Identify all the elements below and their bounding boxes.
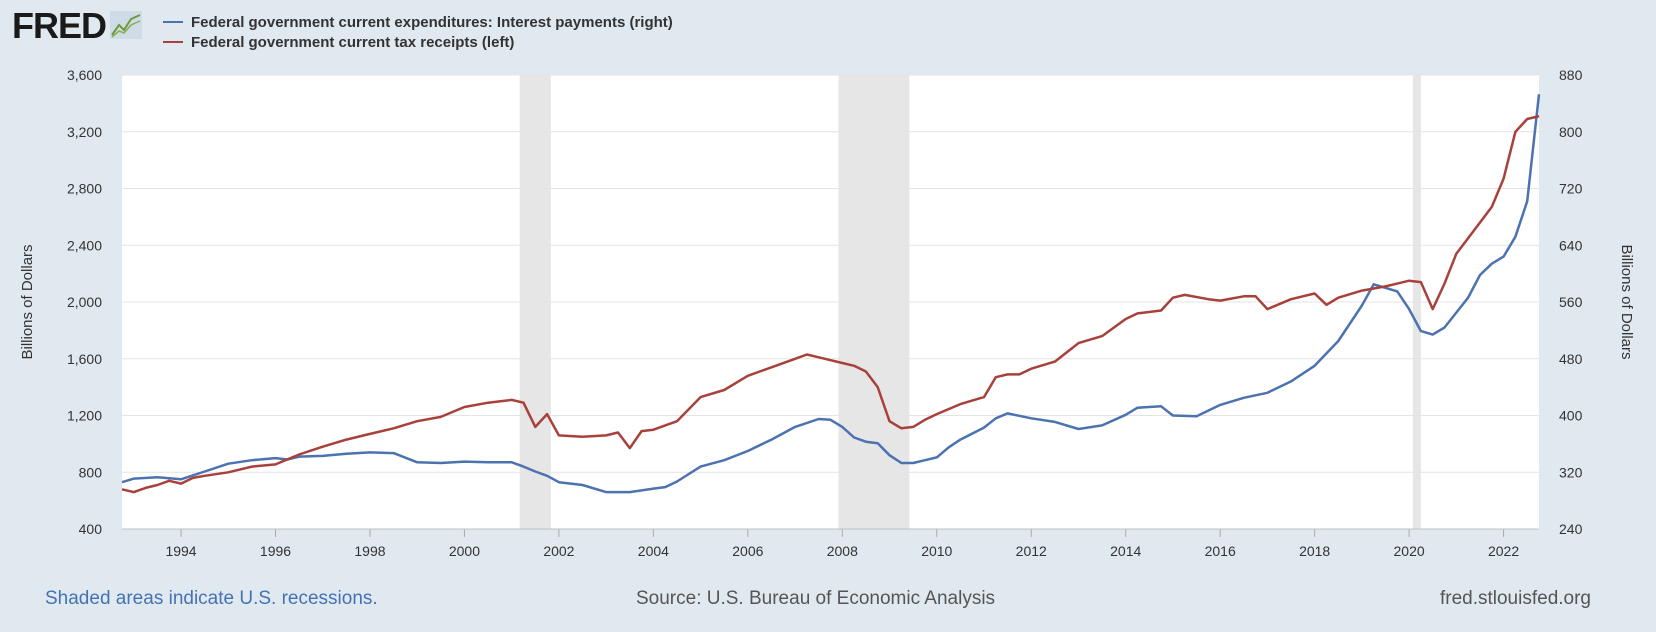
x-tick-label: 2018 [1299, 543, 1330, 559]
y-tick-label-left: 1,600 [67, 351, 102, 367]
y-tick-label-right: 880 [1559, 67, 1583, 83]
x-tick-label: 1996 [260, 543, 291, 559]
y-axis-label-right: Billions of Dollars [1618, 244, 1635, 359]
legend-swatch-blue [163, 21, 183, 23]
x-tick-label: 2006 [732, 543, 763, 559]
x-tick-label: 1994 [165, 543, 196, 559]
x-tick-label: 2016 [1205, 543, 1236, 559]
series-line-tax-receipts [121, 114, 1540, 494]
y-tick-label-left: 2,400 [67, 237, 102, 253]
fred-graph-icon [110, 11, 142, 39]
y-tick-label-left: 2,000 [67, 294, 102, 310]
x-tick-label: 2004 [638, 543, 669, 559]
y-tick-label-right: 320 [1559, 464, 1583, 480]
source-text: Source: U.S. Bureau of Economic Analysis [636, 588, 996, 609]
x-tick-label: 2010 [921, 543, 952, 559]
x-tick-label: 2022 [1488, 543, 1519, 559]
legend-label: Federal government current expenditures:… [191, 13, 673, 31]
site-link[interactable]: fred.stlouisfed.org [1439, 588, 1591, 609]
line-chart[interactable]: 400 800 1,200 1,600 2,000 2,400 2,800 3,200 3,60… [0, 0, 1656, 580]
y-tick-label-right: 640 [1559, 237, 1583, 253]
legend-label: Federal government current tax receipts … [191, 33, 515, 51]
y-tick-label-right: 560 [1559, 294, 1583, 310]
y-tick-label-right: 240 [1559, 521, 1583, 537]
y-tick-label-left: 400 [79, 521, 103, 537]
chart-legend: Federal government current expenditures:… [163, 12, 673, 52]
y-tick-label-left: 800 [79, 464, 103, 480]
recession-note-link[interactable]: Shaded areas indicate U.S. recessions. [45, 588, 378, 609]
x-tick-label: 2008 [827, 543, 858, 559]
y-tick-label-left: 3,600 [67, 67, 102, 83]
legend-item-interest-payments[interactable]: Federal government current expenditures:… [163, 12, 673, 32]
fred-logo[interactable]: FRED [12, 8, 142, 44]
legend-item-tax-receipts[interactable]: Federal government current tax receipts … [163, 32, 673, 52]
x-tick-label: 1998 [354, 543, 385, 559]
x-tick-label: 2002 [543, 543, 574, 559]
fred-logo-text: FRED [12, 5, 107, 46]
x-tick-label: 2000 [449, 543, 480, 559]
y-tick-label-right: 800 [1559, 124, 1583, 140]
y-tick-label-left: 3,200 [67, 124, 102, 140]
x-tick-label: 2020 [1394, 543, 1425, 559]
y-axis-label-left: Billions of Dollars [19, 244, 36, 359]
legend-swatch-red [163, 41, 183, 43]
chart-footer: Shaded areas indicate U.S. recessions. S… [0, 588, 1656, 614]
y-tick-label-right: 480 [1559, 351, 1583, 367]
x-tick-label: 2012 [1016, 543, 1047, 559]
y-tick-label-left: 2,800 [67, 181, 102, 197]
x-tick-label: 2014 [1110, 543, 1141, 559]
y-tick-label-right: 400 [1559, 408, 1583, 424]
y-tick-label-left: 1,200 [67, 408, 102, 424]
y-tick-label-right: 720 [1559, 181, 1583, 197]
